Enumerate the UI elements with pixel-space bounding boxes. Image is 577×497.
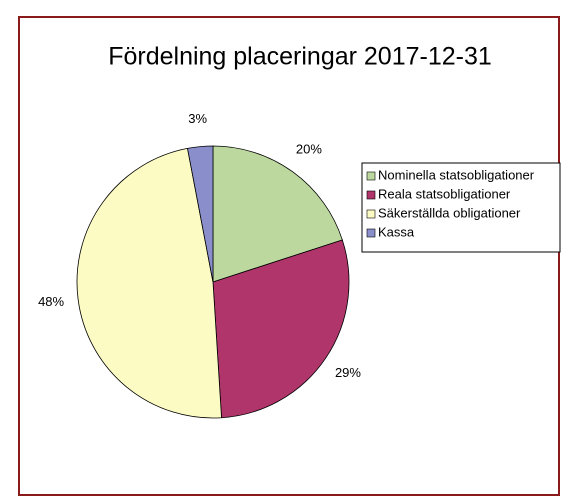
data-label: 29% <box>335 365 361 380</box>
legend-swatch <box>366 190 376 200</box>
legend-label: Säkerställda obligationer <box>378 205 521 220</box>
data-label: 3% <box>188 111 207 126</box>
legend-label: Kassa <box>378 224 415 239</box>
pie-slice <box>76 147 222 419</box>
legend-label: Nominella statsobligationer <box>378 167 535 182</box>
pie-slice <box>187 145 214 283</box>
data-label: 20% <box>296 141 322 156</box>
pie-slice <box>212 239 350 419</box>
legend-swatch <box>366 171 376 181</box>
legend-box <box>361 162 561 253</box>
legend-swatch <box>366 228 376 238</box>
pie-slice <box>212 145 343 283</box>
legend-swatch <box>366 209 376 219</box>
data-label: 48% <box>38 294 64 309</box>
legend-label: Reala statsobligationer <box>378 186 511 201</box>
chart-title: Fördelning placeringar 2017-12-31 <box>108 43 492 71</box>
